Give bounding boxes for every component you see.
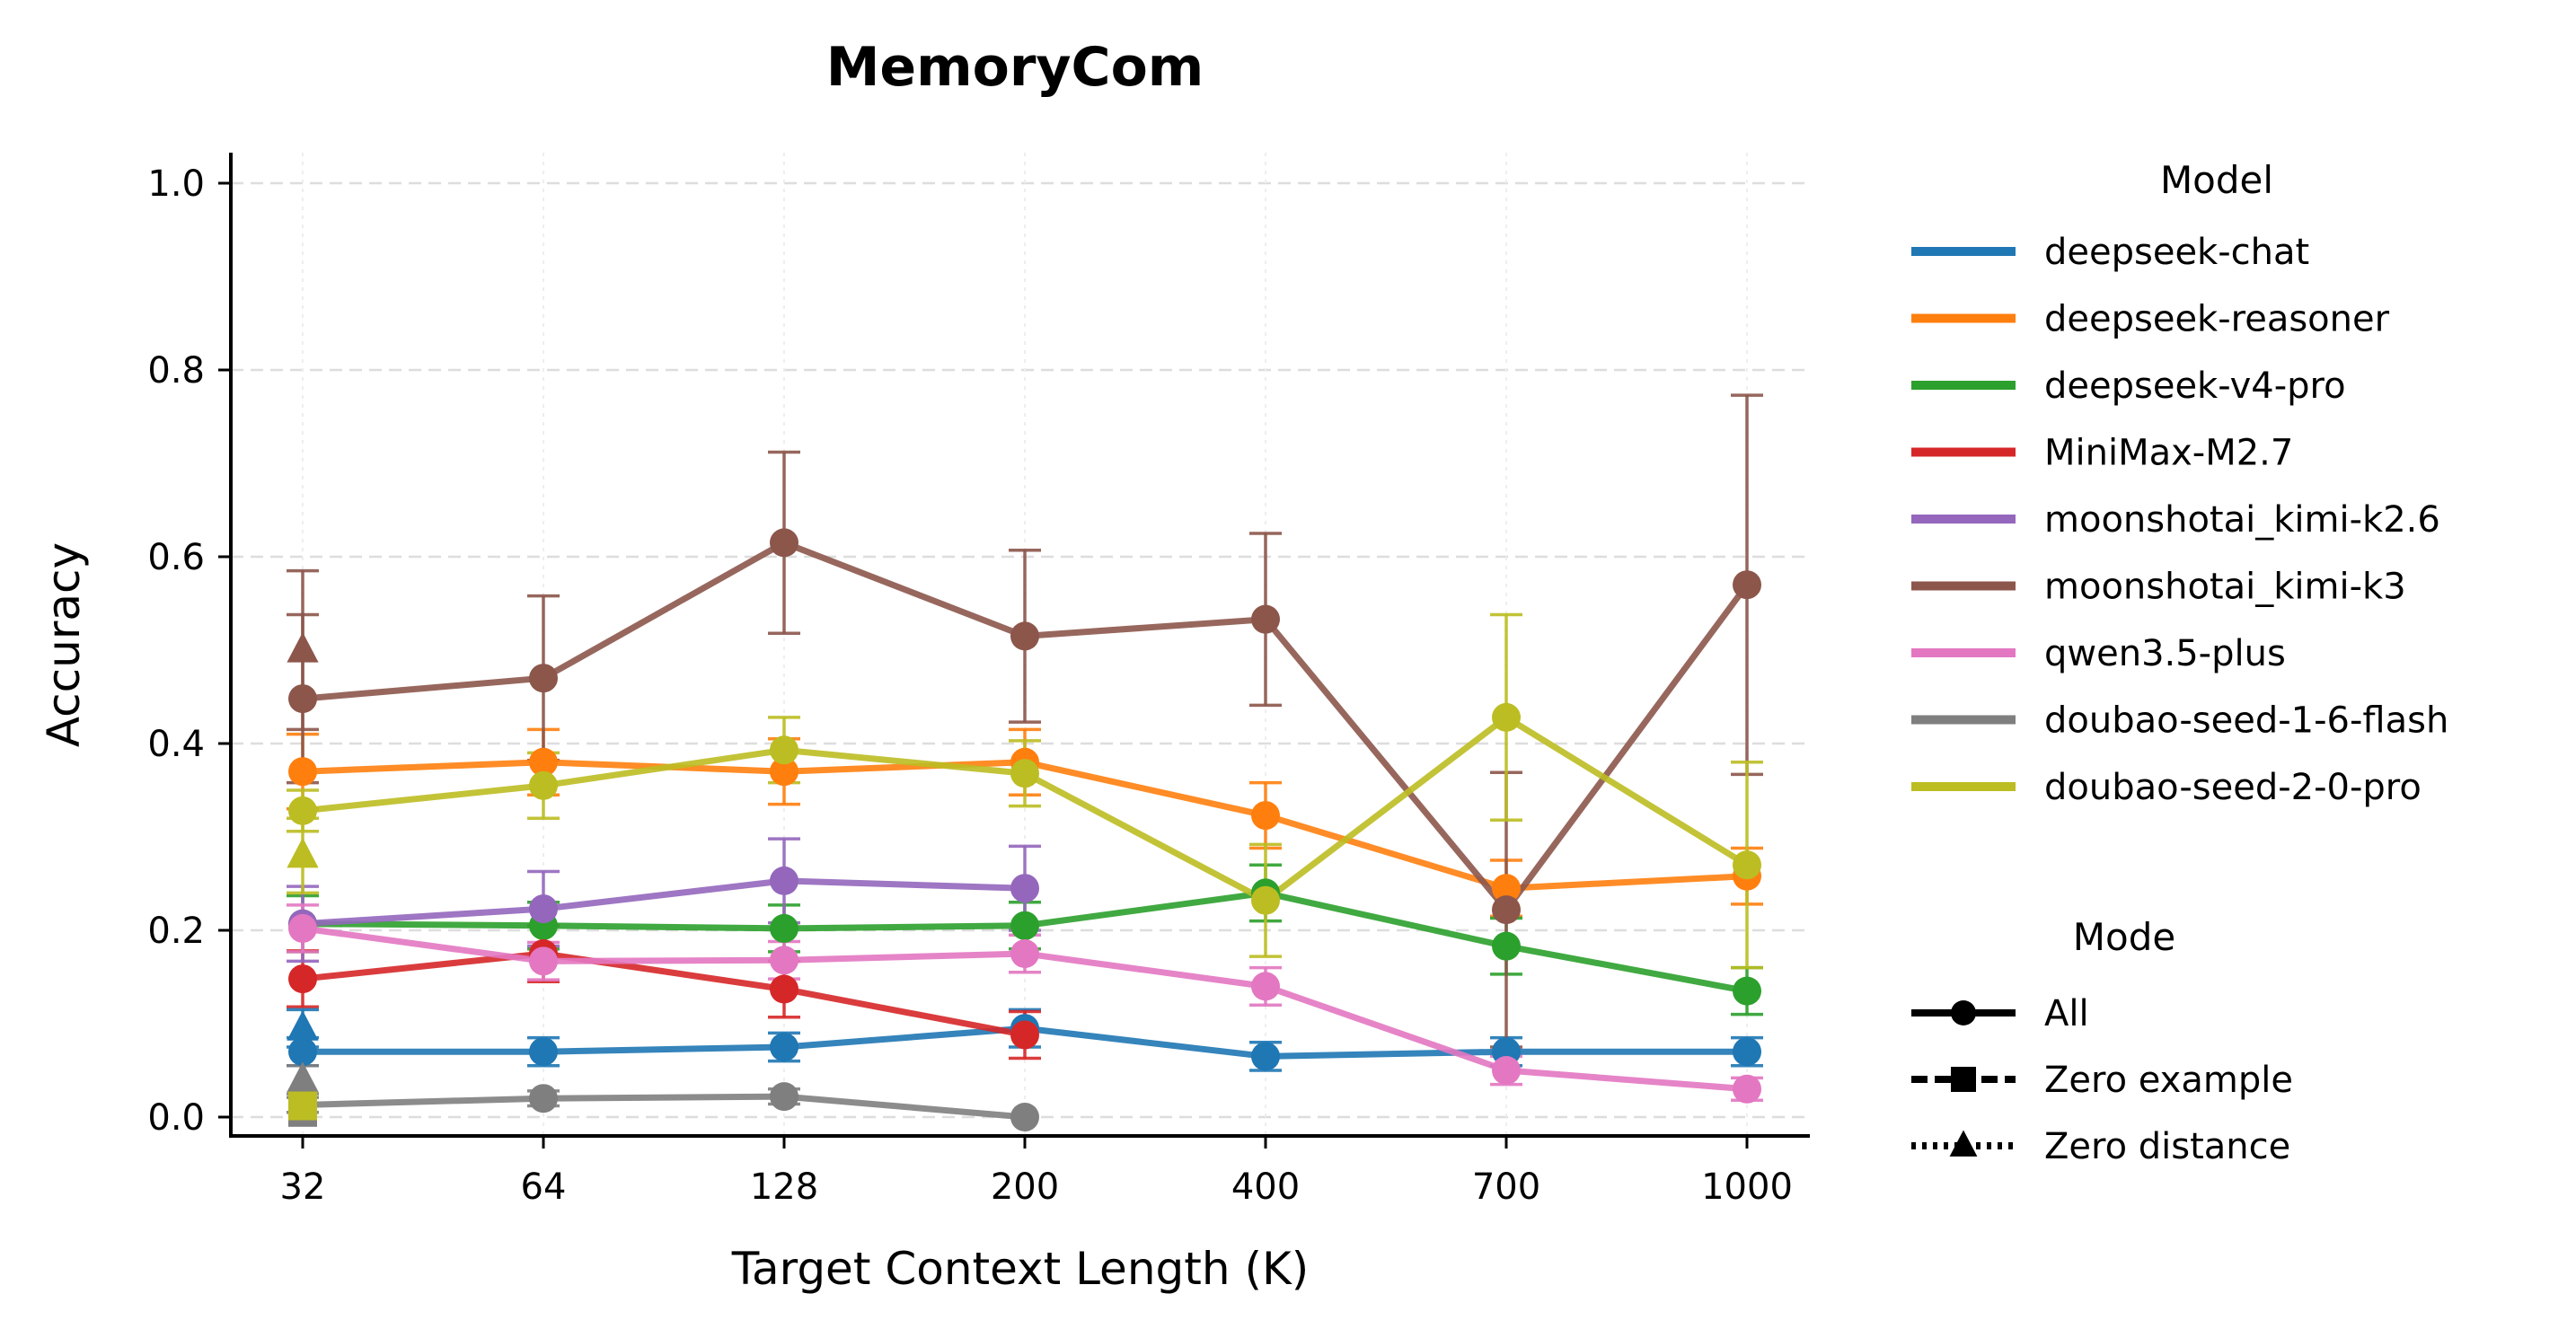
point-moonshotai-kimi-k3 — [1251, 604, 1280, 634]
point-moonshotai-kimi-k3 — [770, 528, 798, 558]
point-deepseek-reasoner — [1251, 801, 1280, 831]
legend-mode-marker-zero-example — [1951, 1067, 1976, 1092]
x-tick-label: 64 — [521, 1166, 567, 1208]
point-moonshotai-kimi-k3 — [529, 664, 558, 693]
legend-mode-label-zero-distance: Zero distance — [2044, 1126, 2290, 1167]
legend-label-minimax-m2-7: MiniMax-M2.7 — [2044, 433, 2293, 474]
x-tick-label: 32 — [280, 1166, 326, 1208]
point-qwen3-5-plus — [770, 946, 798, 975]
chart-title: MemoryCom — [826, 36, 1204, 99]
point-doubao-seed-2-0-pro — [529, 770, 558, 800]
point-doubao-seed-1-6-flash — [770, 1082, 798, 1112]
legend-mode-label-zero-example: Zero example — [2044, 1060, 2293, 1101]
axes — [229, 153, 1810, 1138]
point-moonshotai-kimi-k2-6 — [529, 894, 558, 924]
point-qwen3-5-plus — [1251, 972, 1280, 1001]
point-deepseek-v4-pro — [1010, 911, 1039, 940]
point-qwen3-5-plus — [1733, 1074, 1761, 1104]
series-markers — [287, 528, 1761, 1131]
x-tick-label: 128 — [750, 1166, 818, 1208]
point-deepseek-reasoner — [1492, 874, 1521, 903]
legend-model-title: Model — [2160, 158, 2273, 202]
point-doubao-seed-2-0-pro — [1733, 850, 1761, 880]
point-deepseek-reasoner — [529, 747, 558, 777]
line-moonshotai-kimi-k2-6 — [302, 877, 1026, 928]
y-tick-label: 0.2 — [147, 911, 205, 952]
point-doubao-seed-2-0-pro — [288, 796, 317, 825]
point-doubao-seed-2-0-pro-zero-distance — [287, 837, 319, 868]
point-deepseek-chat — [529, 1037, 558, 1067]
point-moonshotai-kimi-k2-6 — [770, 866, 798, 895]
point-deepseek-v4-pro — [1733, 976, 1761, 1006]
x-tick-label: 1000 — [1701, 1166, 1793, 1208]
point-doubao-seed-2-0-pro — [770, 735, 798, 765]
legend-label-moonshotai-kimi-k3: moonshotai_kimi-k3 — [2044, 567, 2406, 608]
x-ticks: 32 64 128 200 400 700 1000 — [280, 1136, 1793, 1208]
point-deepseek-v4-pro — [770, 913, 798, 943]
x-tick-label: 200 — [991, 1166, 1059, 1208]
y-tick-label: 0.4 — [147, 724, 205, 765]
y-axis-label: Accuracy — [38, 542, 90, 747]
point-doubao-seed-2-0-pro — [1251, 885, 1280, 915]
legend-label-moonshotai-kimi-k2-6: moonshotai_kimi-k2.6 — [2044, 499, 2440, 541]
point-deepseek-chat-zero-distance — [287, 1010, 319, 1041]
point-deepseek-chat — [288, 1037, 317, 1067]
legend-label-doubao-seed-1-6-flash: doubao-seed-1-6-flash — [2044, 700, 2448, 742]
point-deepseek-chat — [770, 1033, 798, 1061]
legend-mode-marker-zero-distance — [1949, 1130, 1978, 1157]
point-minimax-m2-7 — [288, 964, 317, 994]
y-tick-label: 0.6 — [147, 537, 205, 578]
point-moonshotai-kimi-k3 — [1010, 621, 1039, 651]
point-moonshotai-kimi-k3-zero-distance — [287, 632, 319, 663]
legend-model: Model deepseek-chat deepseek-reasoner deep… — [1911, 158, 2448, 808]
point-moonshotai-kimi-k3 — [1733, 570, 1761, 600]
x-tick-label: 700 — [1472, 1166, 1540, 1208]
legend-label-qwen3-5-plus: qwen3.5-plus — [2044, 633, 2286, 674]
point-deepseek-reasoner — [288, 757, 317, 787]
point-deepseek-chat — [1251, 1042, 1280, 1071]
point-deepseek-v4-pro — [1492, 931, 1521, 961]
point-minimax-m2-7 — [1010, 1020, 1039, 1050]
point-minimax-m2-7 — [770, 974, 798, 1004]
y-ticks: 0.0 0.2 0.4 0.6 0.8 1.0 — [147, 163, 231, 1139]
point-deepseek-reasoner — [770, 757, 798, 787]
legend-label-doubao-seed-2-0-pro: doubao-seed-2-0-pro — [2044, 767, 2422, 808]
point-moonshotai-kimi-k2-6 — [1010, 874, 1039, 903]
point-deepseek-chat — [1733, 1037, 1761, 1067]
line-minimax-m2-7 — [302, 950, 1026, 1038]
y-tick-label: 0.0 — [147, 1097, 205, 1139]
legend-mode-label-all: All — [2044, 993, 2089, 1034]
legend-mode-title: Mode — [2073, 915, 2175, 959]
point-qwen3-5-plus — [1492, 1056, 1521, 1085]
legend-label-deepseek-v4-pro: deepseek-v4-pro — [2044, 365, 2346, 407]
line-doubao-seed-1-6-flash — [302, 1093, 1026, 1121]
legend-mode-marker-all — [1951, 1000, 1976, 1025]
point-doubao-seed-2-0-pro-zero-example — [288, 1091, 317, 1121]
point-doubao-seed-2-0-pro — [1492, 702, 1521, 732]
point-moonshotai-kimi-k3 — [1492, 895, 1521, 925]
legend-mode: Mode All Zero example Zero distance — [1911, 915, 2293, 1167]
y-tick-label: 0.8 — [147, 350, 205, 392]
legend-label-deepseek-chat: deepseek-chat — [2044, 232, 2309, 273]
point-qwen3-5-plus — [529, 946, 558, 976]
point-qwen3-5-plus — [288, 913, 317, 943]
y-tick-label: 1.0 — [147, 163, 205, 205]
x-tick-label: 400 — [1231, 1166, 1300, 1208]
point-doubao-seed-1-6-flash-zero-distance — [287, 1061, 319, 1092]
point-doubao-seed-2-0-pro — [1010, 759, 1039, 788]
x-axis-label: Target Context Length (K) — [731, 1243, 1310, 1295]
point-qwen3-5-plus — [1010, 939, 1039, 968]
point-doubao-seed-1-6-flash — [1010, 1103, 1039, 1131]
legend-label-deepseek-reasoner: deepseek-reasoner — [2044, 299, 2390, 340]
point-doubao-seed-1-6-flash — [529, 1084, 558, 1113]
point-moonshotai-kimi-k3 — [288, 684, 317, 714]
